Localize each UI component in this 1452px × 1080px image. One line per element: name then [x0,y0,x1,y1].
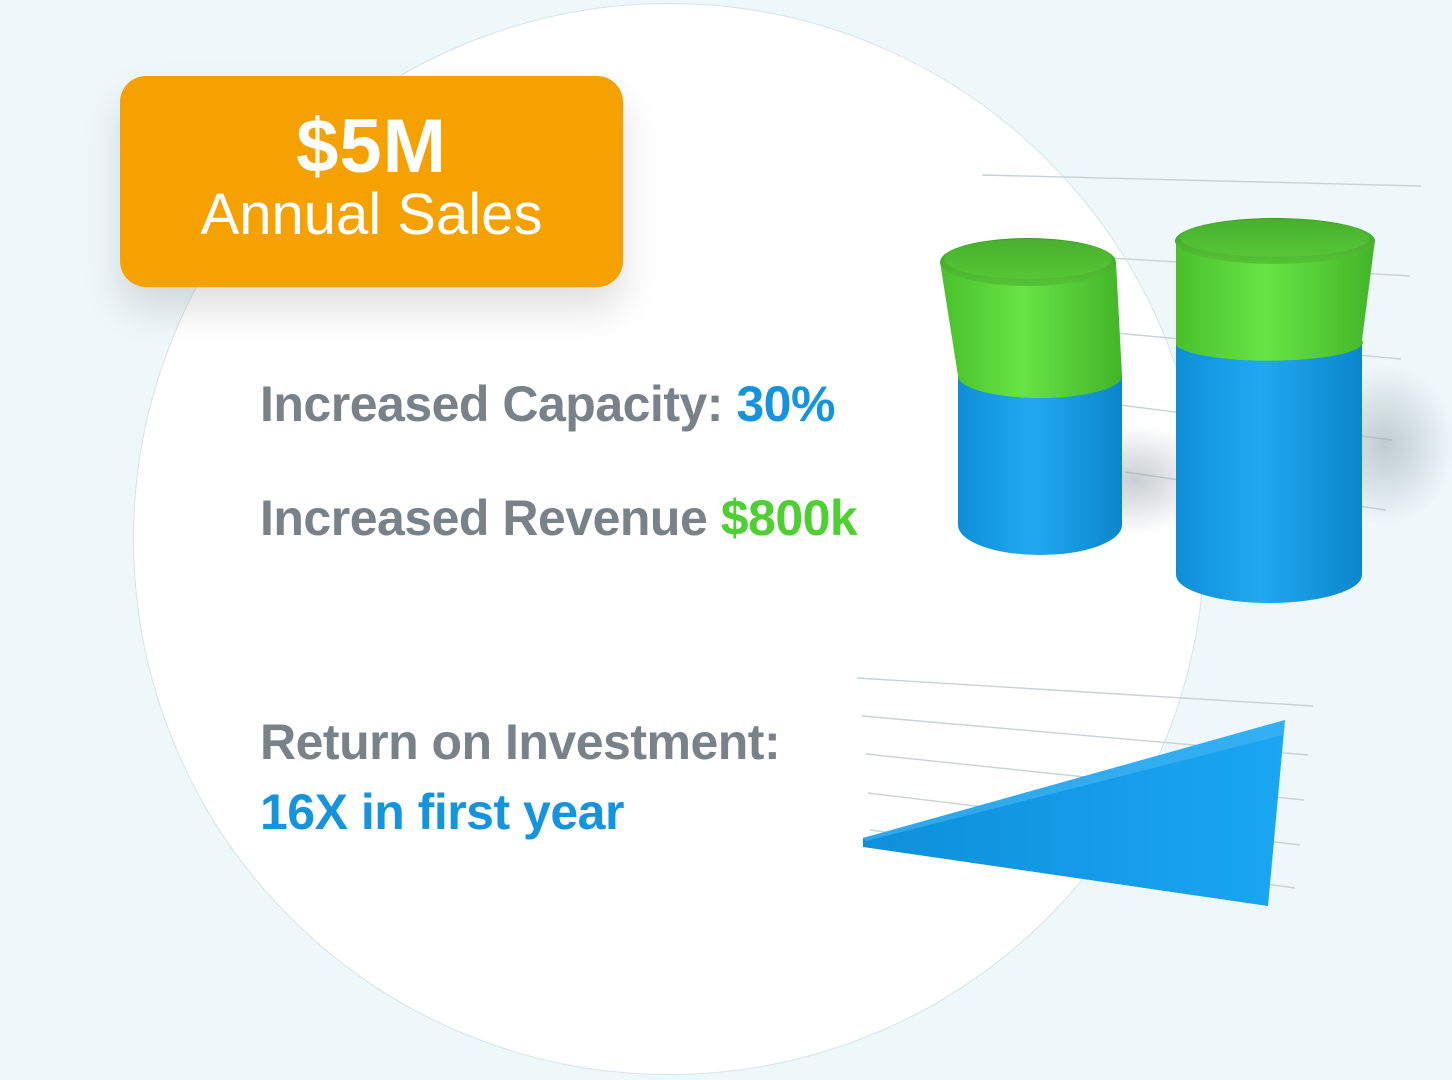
capacity-label: Increased Capacity: [260,376,723,432]
annual-sales-callout: $5M Annual Sales [120,76,623,287]
cylinder-bar-right [1175,218,1375,603]
stat-revenue: Increased Revenue $800k [260,486,858,550]
annual-sales-amount: $5M [296,104,447,189]
roi-label: Return on Investment: [260,714,781,770]
roi-value: 16X in first year [260,784,624,840]
bar-shadow [1315,365,1452,525]
annual-sales-label: Annual Sales [200,182,543,247]
revenue-label: Increased Revenue [260,490,708,546]
stat-capacity: Increased Capacity: 30% [260,372,835,436]
capacity-value: 30% [736,376,835,432]
revenue-value: $800k [720,490,858,546]
